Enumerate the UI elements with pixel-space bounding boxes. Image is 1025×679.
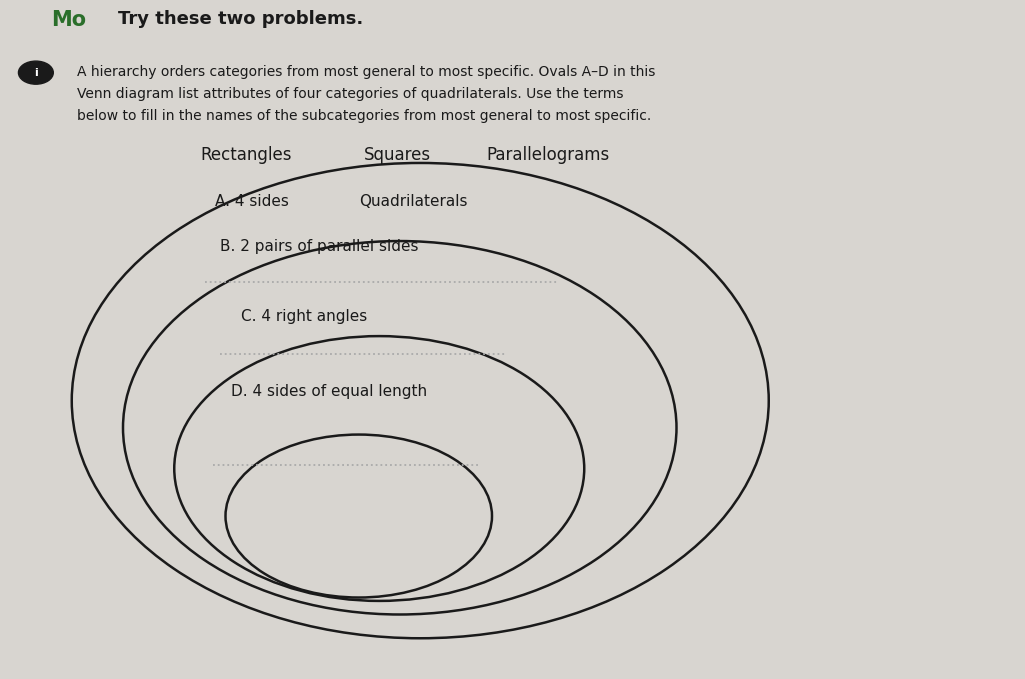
Text: A hierarchy orders categories from most general to most specific. Ovals A–D in t: A hierarchy orders categories from most …	[77, 65, 655, 79]
Text: D. 4 sides of equal length: D. 4 sides of equal length	[231, 384, 426, 399]
Text: C. 4 right angles: C. 4 right angles	[241, 309, 367, 324]
Text: Try these two problems.: Try these two problems.	[118, 10, 363, 29]
Text: Rectangles: Rectangles	[200, 146, 291, 164]
Circle shape	[18, 61, 53, 84]
Text: below to fill in the names of the subcategories from most general to most specif: below to fill in the names of the subcat…	[77, 109, 651, 123]
Text: Mo: Mo	[51, 10, 86, 30]
Text: i: i	[34, 68, 38, 77]
Text: Venn diagram list attributes of four categories of quadrilaterals. Use the terms: Venn diagram list attributes of four cat…	[77, 87, 623, 101]
Text: A. 4 sides: A. 4 sides	[215, 194, 289, 208]
Text: B. 2 pairs of parallel sides: B. 2 pairs of parallel sides	[220, 239, 419, 254]
Text: Parallelograms: Parallelograms	[487, 146, 610, 164]
Text: Quadrilaterals: Quadrilaterals	[359, 194, 467, 208]
Text: Squares: Squares	[364, 146, 430, 164]
